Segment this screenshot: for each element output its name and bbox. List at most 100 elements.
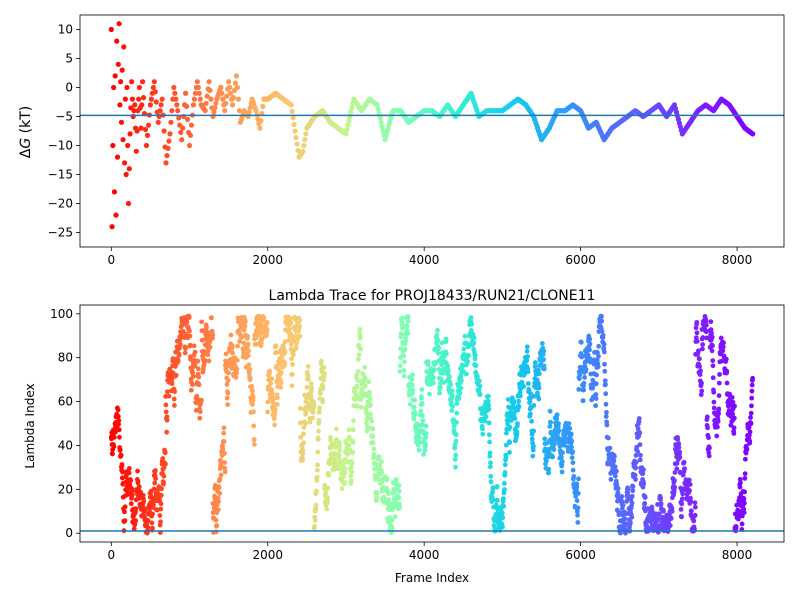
lambda-trace-point (435, 350, 441, 356)
lambda-trace-point (730, 399, 736, 405)
lambda-trace-point (229, 343, 235, 349)
lambda-trace-point (601, 349, 607, 355)
lambda-trace-point (322, 482, 328, 488)
lambda-trace-point (362, 383, 368, 389)
lambda-trace-point (677, 455, 683, 460)
lambda-trace-point (367, 389, 372, 395)
lambda-trace-point (449, 388, 455, 394)
free-energy-point (142, 126, 149, 133)
free-energy-point (204, 93, 210, 99)
free-energy-point (145, 122, 152, 128)
lambda-trace-point (217, 490, 223, 496)
lambda-trace-point (749, 388, 755, 394)
lambda-trace-point (435, 327, 440, 333)
lambda-trace-point (364, 428, 370, 434)
free-energy-point (211, 109, 217, 115)
lambda-trace-point (320, 399, 326, 405)
lambda-trace-point (437, 390, 442, 396)
free-energy-point (202, 108, 208, 114)
lambda-trace-point (516, 398, 522, 404)
lambda-trace-point (437, 384, 443, 390)
lambda-trace-point (117, 447, 123, 453)
lambda-trace-point (357, 327, 363, 332)
lambda-trace-point (197, 415, 203, 421)
lambda-trace-point (715, 419, 721, 424)
lambda-trace-point (128, 478, 134, 483)
lambda-trace-point (111, 434, 117, 440)
lambda-trace-point (287, 315, 293, 321)
lambda-trace-point (488, 473, 494, 479)
lambda-trace-point (741, 510, 747, 515)
lambda-trace-point (700, 335, 706, 340)
free-energy-point (207, 87, 213, 93)
lambda-trace-point (635, 426, 641, 432)
lambda-trace-point (705, 425, 710, 431)
lambda-trace-point (336, 444, 342, 449)
lambda-trace-point (593, 396, 599, 401)
lambda-trace-point (633, 452, 639, 458)
lambda-trace-point (113, 429, 118, 435)
lambda-trace-point (562, 440, 567, 446)
lambda-trace-point (578, 339, 584, 345)
lambda-trace-point (190, 373, 196, 379)
lambda-trace-point (302, 421, 308, 427)
x-tick-label: 6000 (565, 548, 596, 562)
lambda-trace-point (398, 331, 404, 337)
lambda-trace-point (453, 432, 459, 438)
lambda-trace-point (612, 464, 618, 470)
free-energy-point (289, 108, 295, 115)
lambda-trace-point (351, 418, 356, 424)
lambda-trace-point (342, 466, 348, 472)
lambda-trace-point (748, 415, 753, 420)
free-energy-point (187, 132, 194, 138)
lambda-trace-point (507, 450, 512, 455)
lambda-trace-point (402, 346, 408, 352)
lambda-trace-point (209, 315, 214, 321)
lambda-trace-point (579, 354, 585, 360)
free-energy-point (131, 108, 137, 114)
lambda-trace-point (707, 445, 712, 451)
lambda-trace-point (237, 339, 243, 344)
free-energy-point (233, 73, 240, 79)
lambda-trace-point (657, 511, 662, 517)
lambda-trace-point (265, 399, 271, 405)
lambda-trace-point (674, 466, 680, 472)
lambda-trace-point (559, 469, 565, 475)
lambda-trace-point (622, 516, 628, 522)
lambda-trace-point (318, 358, 324, 364)
lambda-trace-point (605, 435, 611, 441)
free-energy-point (379, 124, 385, 130)
lambda-trace-point (731, 425, 737, 431)
lambda-trace-point (487, 439, 492, 445)
lambda-trace-point (477, 392, 483, 397)
lambda-trace-point (727, 391, 733, 397)
lambda-trace-point (567, 426, 573, 431)
lambda-trace-point (345, 452, 350, 457)
free-energy-axes-frame (79, 14, 785, 248)
lambda-trace-point (246, 362, 252, 368)
lambda-trace-point (742, 500, 747, 506)
lambda-trace-point (603, 414, 609, 419)
lambda-trace-point (570, 449, 576, 455)
lambda-trace-point (163, 402, 169, 408)
lambda-trace-point (570, 467, 576, 473)
lambda-trace-point (729, 395, 735, 400)
lambda-trace-point (569, 438, 575, 444)
lambda-trace-point (445, 363, 450, 369)
lambda-trace-point (524, 344, 530, 350)
lambda-trace-point (703, 318, 709, 324)
lambda-trace-point (599, 318, 605, 324)
lambda-trace-point (221, 430, 227, 436)
lambda-trace-point (184, 319, 190, 325)
lambda-trace-point (720, 348, 726, 354)
lambda-trace-point (608, 477, 614, 482)
free-energy-point (180, 125, 186, 131)
free-energy-point (161, 128, 167, 134)
lambda-trace-point (367, 411, 373, 417)
free-energy-point (303, 131, 309, 137)
lambda-trace-point (730, 411, 736, 417)
lambda-trace-point (667, 523, 673, 528)
lambda-trace-point (145, 518, 151, 523)
lambda-trace-point (551, 447, 557, 453)
lambda-trace-point (530, 453, 536, 459)
